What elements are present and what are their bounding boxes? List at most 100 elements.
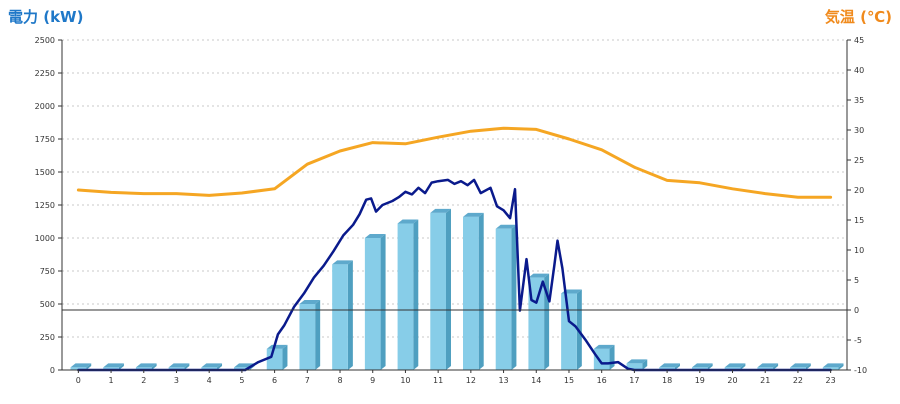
- right-axis-title: 気温 (℃): [825, 8, 892, 26]
- bar: [593, 348, 610, 370]
- bar-group: [593, 344, 615, 370]
- bar: [201, 367, 218, 370]
- x-tick-label: 23: [826, 376, 836, 385]
- bar-side: [805, 363, 811, 370]
- bar-side: [282, 344, 288, 370]
- x-tick-label: 17: [629, 376, 639, 385]
- bar-top: [528, 273, 550, 278]
- bar-top: [757, 363, 779, 368]
- bar-top: [593, 344, 615, 349]
- bar-top: [397, 219, 419, 224]
- bar-side: [413, 219, 419, 370]
- bar-top: [430, 208, 451, 213]
- left-tick-label: 250: [40, 333, 55, 342]
- bar: [299, 304, 316, 370]
- bar-side: [315, 300, 321, 370]
- bar-group: [659, 363, 680, 370]
- bar: [463, 216, 479, 370]
- bar-side: [347, 260, 353, 370]
- x-tick-label: 3: [174, 376, 179, 385]
- right-tick-label: 20: [854, 186, 864, 195]
- x-tick-label: 8: [337, 376, 342, 385]
- right-tick-label: 5: [854, 276, 859, 285]
- bar-group: [691, 363, 713, 370]
- bar-group: [266, 344, 288, 370]
- bar-top: [463, 212, 484, 217]
- bar: [659, 367, 675, 370]
- bar-group: [103, 363, 124, 370]
- right-tick-label: 35: [854, 96, 864, 105]
- left-tick-label: 500: [40, 300, 55, 309]
- bar: [364, 238, 381, 370]
- x-tick-label: 0: [76, 376, 81, 385]
- right-tick-label: 0: [854, 306, 859, 315]
- x-tick-label: 12: [466, 376, 476, 385]
- x-tick-label: 18: [662, 376, 672, 385]
- bar-group: [495, 224, 517, 370]
- bar: [266, 348, 283, 370]
- bar-side: [478, 212, 484, 370]
- bar-side: [642, 359, 648, 370]
- bar: [626, 363, 643, 370]
- bar: [332, 264, 348, 370]
- bar-side: [217, 363, 223, 370]
- left-tick-label: 1500: [35, 168, 55, 177]
- x-tick-label: 21: [760, 376, 770, 385]
- x-tick-label: 20: [727, 376, 737, 385]
- bar: [135, 367, 152, 370]
- bar-group: [364, 234, 386, 370]
- bar: [822, 367, 839, 370]
- temperature-line: [76, 126, 833, 199]
- x-tick-label: 16: [597, 376, 607, 385]
- x-tick-label: 2: [141, 376, 146, 385]
- bar: [103, 367, 119, 370]
- bar-side: [380, 234, 386, 370]
- right-tick-label: 10: [854, 246, 864, 255]
- left-tick-label: 1250: [35, 201, 55, 210]
- bar-group: [430, 208, 451, 370]
- right-tick-label: 45: [854, 36, 864, 45]
- bar: [70, 367, 87, 370]
- axes: [58, 39, 851, 373]
- bar-top: [495, 224, 517, 229]
- right-tick-label: 30: [854, 126, 864, 135]
- right-tick-label: -10: [854, 366, 867, 375]
- bar-top: [626, 359, 648, 364]
- x-tick-label: 9: [370, 376, 375, 385]
- bar-side: [511, 224, 517, 370]
- left-tick-label: 1000: [35, 234, 55, 243]
- bar: [790, 367, 806, 370]
- bar-side: [773, 363, 779, 370]
- bar-side: [445, 208, 451, 370]
- bar-group: [168, 363, 190, 370]
- bar-side: [838, 363, 844, 370]
- bar-top: [70, 363, 92, 368]
- bar: [430, 212, 446, 370]
- bar-side: [118, 363, 124, 370]
- bar-top: [364, 234, 386, 238]
- x-tick-label: 4: [207, 376, 212, 385]
- x-tick-label: 7: [305, 376, 310, 385]
- bar-top: [691, 363, 713, 368]
- bar-group: [790, 363, 811, 370]
- bar: [757, 367, 774, 370]
- x-tick-label: 15: [564, 376, 574, 385]
- right-tick-label: 15: [854, 216, 864, 225]
- x-tick-label: 11: [433, 376, 443, 385]
- x-tick-label: 1: [109, 376, 114, 385]
- bar-top: [103, 363, 124, 368]
- bar-group: [724, 363, 746, 370]
- bar: [397, 223, 414, 370]
- bar-top: [168, 363, 190, 368]
- bar-side: [707, 363, 713, 370]
- bar-side: [86, 363, 92, 370]
- left-tick-label: 0: [50, 366, 55, 375]
- bar: [691, 367, 708, 370]
- bar-top: [266, 344, 288, 349]
- left-tick-label: 2250: [35, 69, 55, 78]
- x-tick-label: 10: [400, 376, 410, 385]
- left-tick-label: 1750: [35, 135, 55, 144]
- left-tick-label: 2500: [35, 36, 55, 45]
